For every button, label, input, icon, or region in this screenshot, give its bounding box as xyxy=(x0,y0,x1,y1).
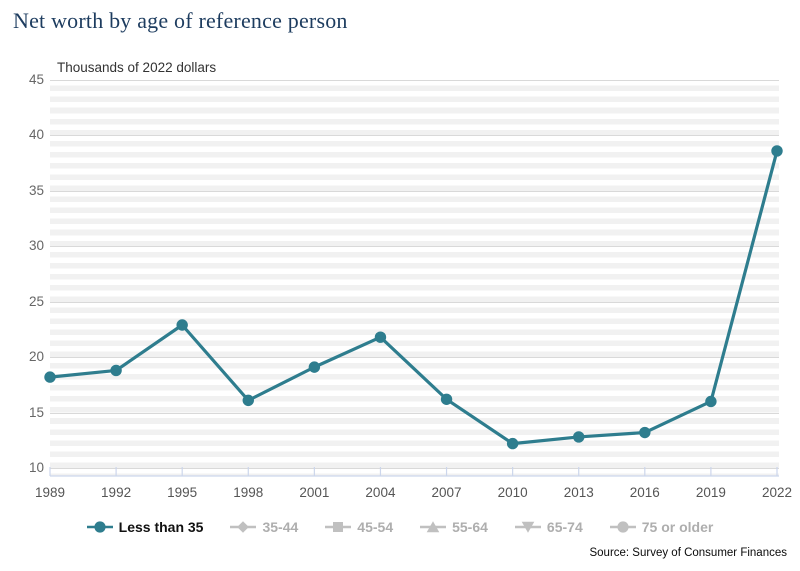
x-axis-label-2007: 2007 xyxy=(431,485,462,500)
source-note: Source: Survey of Consumer Finances xyxy=(589,547,787,559)
legend-item-45-54[interactable]: 45-54 xyxy=(325,519,393,535)
y-axis-label-45: 45 xyxy=(28,72,44,87)
x-axis-label-2022: 2022 xyxy=(761,485,793,500)
data-point-2001[interactable] xyxy=(308,361,321,373)
x-axis-label-2004: 2004 xyxy=(365,485,396,500)
legend-item-label: Less than 35 xyxy=(118,519,204,535)
plot-area xyxy=(50,80,779,476)
series-line xyxy=(49,150,779,446)
gridline-y-20 xyxy=(50,357,779,359)
gridline-y-45 xyxy=(50,80,779,81)
gridline-y-40 xyxy=(50,135,779,137)
x-axis-label-2001: 2001 xyxy=(299,485,330,500)
x-axis-label-1995: 1995 xyxy=(167,485,198,500)
gridline-y-15 xyxy=(50,412,779,414)
data-point-1995[interactable] xyxy=(176,319,188,331)
triangle-down-marker-icon xyxy=(514,519,541,535)
gridline-y-25 xyxy=(50,301,779,303)
x-axis-label-1998: 1998 xyxy=(233,485,264,500)
y-axis-label-35: 35 xyxy=(28,182,44,198)
data-point-1992[interactable] xyxy=(110,364,122,377)
y-axis-label-40: 40 xyxy=(28,127,44,143)
legend-item-55-64[interactable]: 55-64 xyxy=(420,519,488,535)
y-axis-label-30: 30 xyxy=(28,238,44,254)
gridline-y-35 xyxy=(50,190,779,192)
data-point-2004[interactable] xyxy=(374,331,387,343)
y-axis-label-15: 15 xyxy=(28,404,44,420)
legend-item-label: 65-74 xyxy=(546,519,583,535)
legend-item-75-or-older[interactable]: 75 or older xyxy=(609,519,714,535)
x-axis-label-2019: 2019 xyxy=(695,485,726,500)
legend-item-label: 55-64 xyxy=(452,519,488,535)
legend: Less than 35 35-44 45-54 55-64 65-74 75 … xyxy=(0,519,800,535)
data-point-2010[interactable] xyxy=(506,437,519,450)
data-point-2007[interactable] xyxy=(440,393,453,405)
legend-item-label: 75 or older xyxy=(641,519,714,535)
legend-item-35-44[interactable]: 35-44 xyxy=(230,519,298,535)
diamond-marker-icon xyxy=(230,519,257,535)
x-axis-label-1992: 1992 xyxy=(101,485,132,500)
data-point-2016[interactable] xyxy=(639,426,651,439)
y-axis-label-25: 25 xyxy=(28,293,44,309)
legend-item-65-74[interactable]: 65-74 xyxy=(514,519,583,535)
x-axis-label-2010: 2010 xyxy=(497,485,528,500)
triangle-marker-icon xyxy=(420,519,447,535)
square-marker-icon xyxy=(325,519,352,535)
gridline-y-30 xyxy=(50,246,779,248)
data-point-1998[interactable] xyxy=(242,394,254,407)
x-axis-label-2016: 2016 xyxy=(629,485,660,500)
legend-item-label: 35-44 xyxy=(262,519,299,535)
legend-item-label: 45-54 xyxy=(357,519,394,535)
x-axis-label-2013: 2013 xyxy=(563,485,594,500)
legend-item-less-than-35[interactable]: Less than 35 xyxy=(86,519,204,535)
data-point-2013[interactable] xyxy=(573,431,585,443)
circle-marker-icon xyxy=(609,519,636,535)
chart-subtitle: Thousands of 2022 dollars xyxy=(57,60,217,75)
x-axis-label-1989: 1989 xyxy=(34,485,66,500)
chart-title: Net worth by age of reference person xyxy=(13,8,348,33)
y-axis-label-10: 10 xyxy=(28,460,44,475)
data-point-2022[interactable] xyxy=(771,145,783,157)
circle-marker-icon xyxy=(86,519,113,535)
data-point-1989[interactable] xyxy=(44,371,56,383)
data-point-2019[interactable] xyxy=(705,395,717,408)
y-axis-label-20: 20 xyxy=(28,349,44,365)
gridline-y-10 xyxy=(50,468,779,469)
